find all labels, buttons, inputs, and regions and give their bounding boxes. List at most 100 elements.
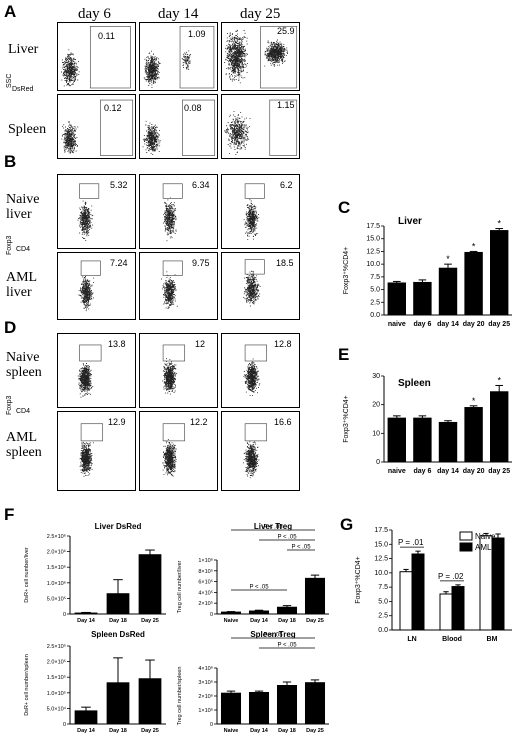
- bar: [106, 682, 130, 725]
- panel-letter-f: F: [4, 505, 15, 524]
- bar: [464, 251, 483, 316]
- x-tick-label: day 6: [413, 468, 431, 475]
- y-axis-label: Foxp3⁺%CD4+: [355, 556, 362, 603]
- y-tick-label: 10.0: [374, 570, 388, 577]
- panel-letter-d: D: [4, 318, 17, 337]
- y-tick-label: 1.0×10⁵: [47, 690, 66, 697]
- chart-f-spleen-dsred: Spleen DsRed DsR+ cell number/spleen 0 5.0×…: [24, 630, 166, 734]
- gate-value: 9.75: [192, 258, 210, 268]
- y-tick-label: 0: [376, 459, 380, 466]
- y-tick-label: 2×10⁵: [198, 600, 213, 607]
- gate-value: 5.32: [110, 180, 128, 190]
- bar: [413, 281, 432, 316]
- chart-title: Liver Treg: [254, 522, 292, 531]
- y-tick-label: 5.0: [370, 287, 380, 294]
- y-tick-label: 0: [210, 722, 213, 728]
- x-tick-label: Day 18: [109, 618, 127, 624]
- x-tick-label: Day 25: [306, 728, 324, 734]
- chart-title: Spleen: [398, 378, 431, 389]
- dots-d1: [162, 344, 186, 395]
- x-tick-label: Day 18: [278, 618, 296, 624]
- y-tick-label: 5.0×10⁵: [47, 595, 66, 602]
- row-label-liver: Liver: [8, 42, 39, 57]
- y-tick-label: 1×10⁶: [198, 557, 213, 564]
- bar: [413, 417, 432, 463]
- y-tick-label: 1.0×10⁶: [47, 580, 66, 587]
- p-value-label: P = .02: [438, 572, 464, 581]
- p-value-label: P < .05: [291, 545, 311, 551]
- bar: [276, 606, 298, 615]
- x-tick-label: Day 18: [278, 728, 296, 734]
- flow-plot-spleen-day25: 1.15: [221, 94, 300, 159]
- row-label-naive-spleen: Naive spleen: [6, 350, 42, 380]
- y-tick-label: 10: [372, 430, 380, 437]
- gate-value: 6.34: [192, 180, 210, 190]
- flow-plot-naive-spleen-day25: 12.8: [221, 333, 300, 408]
- dots-spleen-day14: [142, 99, 216, 156]
- flow-plot-liver-day25: 25.9: [221, 22, 300, 91]
- bar: [387, 417, 407, 463]
- gate-value: 6.2: [280, 180, 293, 190]
- gate-value: 13.8: [108, 339, 126, 349]
- axis-label-cd4-b: CD4: [16, 246, 31, 253]
- x-tick-label: day 25: [488, 468, 510, 475]
- y-tick-label: 3×10⁶: [198, 679, 213, 686]
- gate-value: 25.9: [277, 26, 295, 36]
- y-tick-label: 2.5: [370, 299, 380, 306]
- flow-plot-liver-day14: 1.09: [139, 22, 218, 91]
- legend-label: Naive: [475, 532, 496, 541]
- dots-b1: [162, 183, 183, 242]
- axis-label-dsred: DsRed: [12, 86, 34, 93]
- dots-d4: [162, 423, 186, 477]
- dots-liver-day25: [224, 25, 298, 89]
- y-tick-label: 4×10⁶: [198, 665, 213, 672]
- x-tick-label: Day 18: [109, 728, 127, 734]
- bar: [411, 553, 425, 631]
- chart-g: Foxp3⁺%CD4+ 0.0 2.5 5.0 7.5 10.0 12.5 15.0 17.5 L…: [355, 527, 512, 643]
- y-tick-label: 2.5×10⁵: [47, 643, 66, 650]
- row-label-aml-spleen: AML spleen: [6, 430, 42, 460]
- gate-value: 18.5: [276, 258, 294, 268]
- y-tick-label: 5.0×10⁴: [47, 705, 67, 712]
- col-head-day14: day 14: [158, 6, 199, 22]
- x-tick-label: day 6: [413, 321, 431, 328]
- y-axis-label: Treg cell number/spleen: [177, 667, 183, 726]
- col-head-day25: day 25: [240, 6, 281, 22]
- gate-value: 16.6: [274, 417, 292, 427]
- bar: [138, 678, 162, 725]
- x-tick-label: Day 14: [77, 728, 96, 734]
- dots-liver-day6: [61, 25, 131, 89]
- bar: [438, 421, 458, 463]
- bar: [451, 586, 465, 631]
- gate-value: 12: [195, 339, 206, 349]
- y-tick-label: 12.5: [374, 556, 388, 563]
- axis-label-foxp3-b: Foxp3: [6, 235, 13, 255]
- y-tick-label: 0: [63, 612, 66, 618]
- p-value-label: P < .05: [249, 585, 269, 591]
- x-tick-label: Day 25: [141, 728, 159, 734]
- row-label-naive-liver: Naive liver: [6, 192, 40, 222]
- bar: [399, 571, 413, 631]
- flow-plot-aml-liver-day6: 7.24: [57, 252, 136, 320]
- y-tick-label: 17.5: [374, 527, 388, 534]
- x-tick-label: day 20: [463, 468, 485, 475]
- chart-f-liver-treg: Liver Treg Treg cell number/liver 0 2×10⁵ 4×…: [177, 522, 329, 624]
- y-axis-label: DsR+ cell number/liver: [24, 547, 30, 603]
- flow-plot-aml-spleen-day14: 12.2: [139, 411, 218, 491]
- significance-star: *: [472, 241, 476, 251]
- panel-letter-e: E: [338, 345, 350, 364]
- gate-value: 12.9: [108, 417, 126, 427]
- x-tick-label: Day 14: [250, 728, 269, 734]
- bar: [304, 682, 326, 725]
- bar: [276, 685, 298, 725]
- x-tick-label: Day 14: [250, 618, 269, 624]
- flow-plot-liver-day6: 0.11: [57, 22, 136, 91]
- x-tick-label: day 14: [437, 321, 459, 328]
- legend-swatch: [459, 531, 473, 541]
- bar: [489, 391, 509, 463]
- flow-plot-spleen-day14: 0.08: [139, 94, 218, 159]
- y-tick-label: 2.5: [378, 613, 388, 620]
- x-tick-label: day 14: [437, 468, 459, 475]
- y-tick-label: 7.5: [370, 274, 380, 281]
- p-value-label: P < .05: [277, 643, 297, 649]
